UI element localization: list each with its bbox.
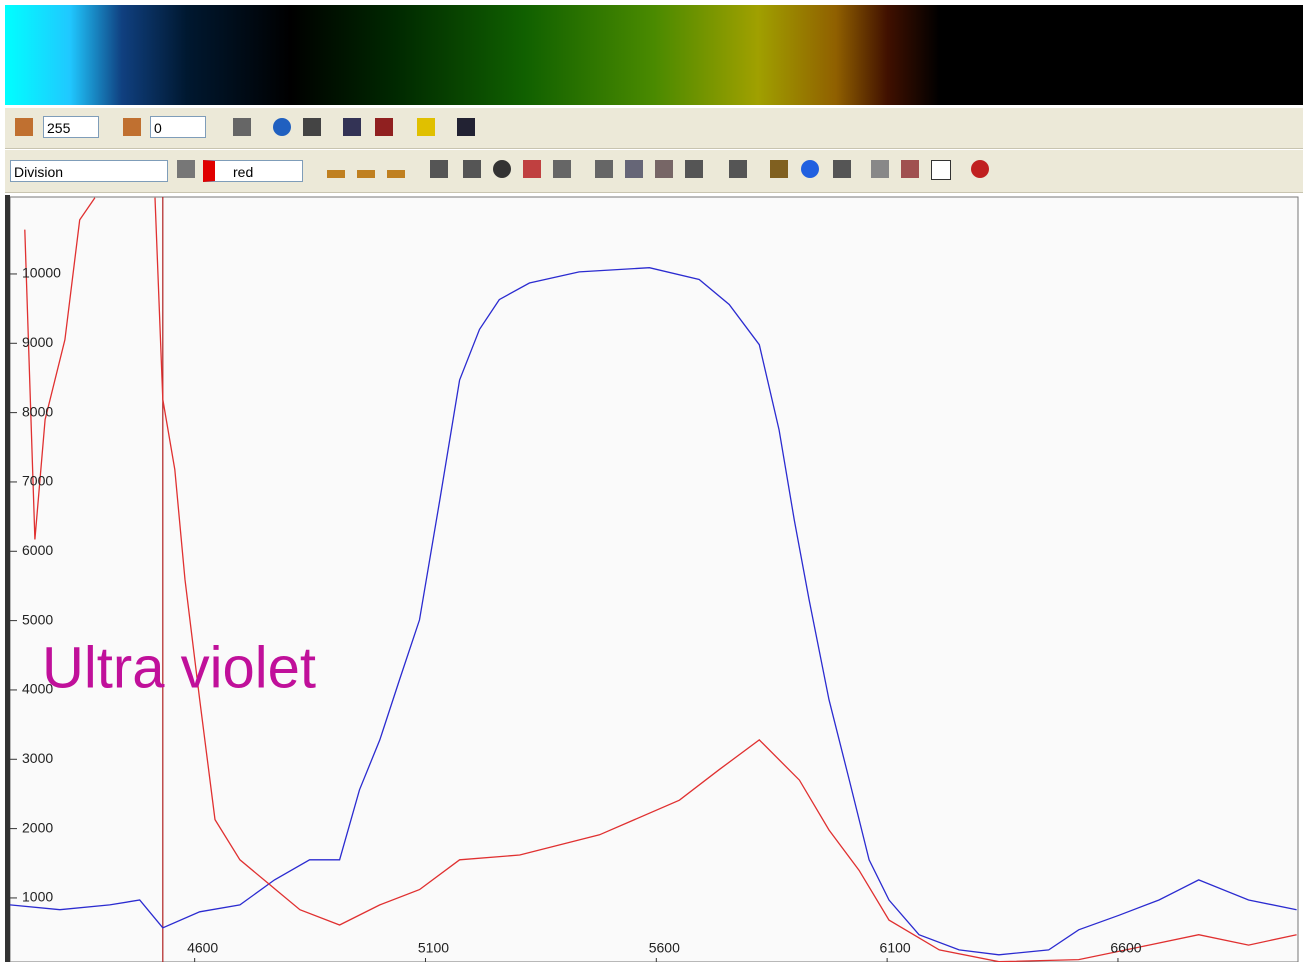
annotation: Ultra violet bbox=[42, 635, 316, 700]
app-window: 255 0 Division red Ultra violet 10002000… bbox=[0, 0, 1308, 962]
y-tick-label: 8000 bbox=[22, 403, 53, 419]
frame-edge bbox=[5, 195, 10, 962]
plot-area bbox=[10, 197, 1298, 962]
y-tick-label: 4000 bbox=[22, 681, 53, 697]
y-tick-label: 9000 bbox=[22, 334, 53, 350]
y-tick-label: 5000 bbox=[22, 611, 53, 627]
y-tick-label: 1000 bbox=[22, 889, 53, 905]
y-tick-label: 3000 bbox=[22, 750, 53, 766]
x-tick-label: 5600 bbox=[649, 940, 680, 956]
x-tick-label: 5100 bbox=[418, 940, 449, 956]
y-tick-label: 7000 bbox=[22, 473, 53, 489]
x-tick-label: 6600 bbox=[1110, 940, 1141, 956]
y-tick-label: 6000 bbox=[22, 542, 53, 558]
x-tick-label: 6100 bbox=[880, 940, 911, 956]
x-tick-label: 4600 bbox=[187, 940, 218, 956]
y-tick-label: 10000 bbox=[22, 265, 61, 281]
y-tick-label: 2000 bbox=[22, 819, 53, 835]
chart: Ultra violet 1000 2000 3000 4000 5000 6000 700… bbox=[0, 0, 1308, 962]
